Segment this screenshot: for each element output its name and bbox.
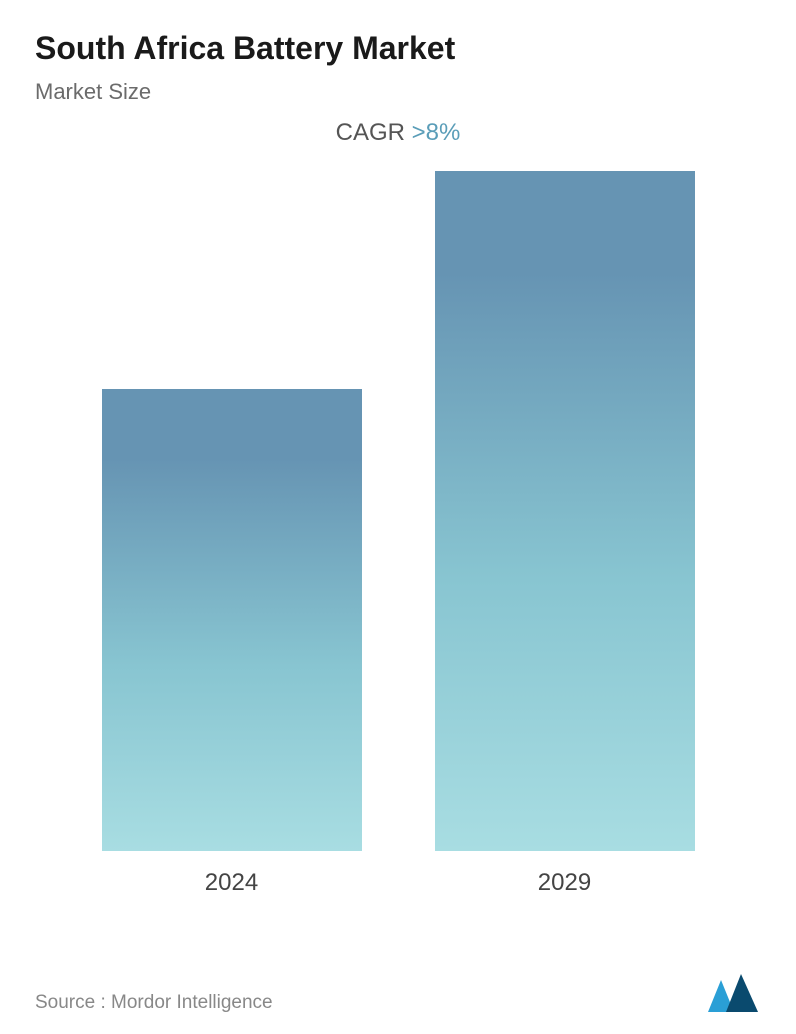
bar-group-0: 2024 — [92, 389, 372, 897]
bar-label-1: 2029 — [538, 869, 591, 897]
cagr-value: >8% — [412, 119, 461, 146]
bar-group-1: 2029 — [425, 171, 705, 897]
footer: Source : Mordor Intelligence — [35, 972, 761, 1014]
bar-1 — [435, 171, 695, 851]
bar-label-0: 2024 — [205, 869, 258, 897]
cagr-line: CAGR >8% — [35, 119, 761, 147]
chart-area: 2024 2029 — [35, 177, 761, 897]
source-text: Source : Mordor Intelligence — [35, 992, 273, 1014]
chart-title: South Africa Battery Market — [35, 30, 761, 67]
bar-0 — [102, 389, 362, 851]
brand-logo-icon — [706, 972, 761, 1014]
chart-subtitle: Market Size — [35, 79, 761, 105]
cagr-label: CAGR — [336, 119, 412, 146]
